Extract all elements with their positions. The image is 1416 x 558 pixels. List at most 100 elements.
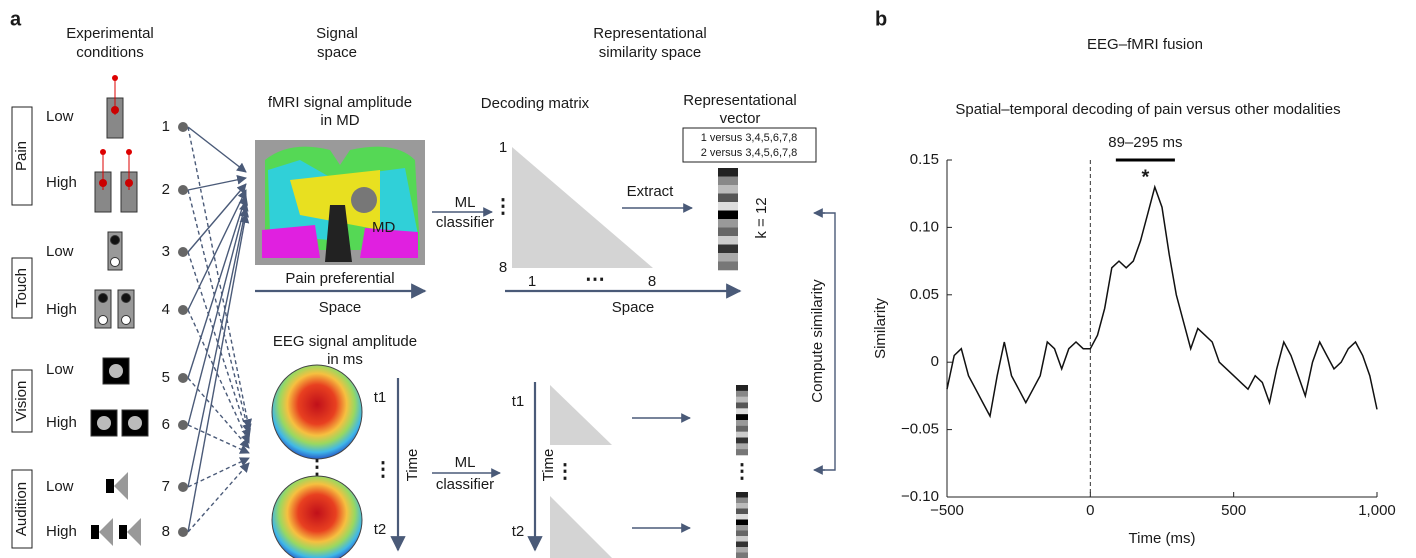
vector-cell [736,385,748,392]
vector-cell [736,437,748,444]
vector-row: 1 versus 3,4,5,6,7,8 [701,132,798,144]
eeg-title: in ms [327,351,363,368]
vector [718,168,738,271]
arrow [187,207,250,488]
arrow [187,201,249,426]
vector-title: Representational [683,92,796,109]
y-tick-label: −0.10 [901,488,939,505]
arrow [187,309,250,444]
modality-label: Audition [13,482,30,536]
node [178,305,188,315]
arrow [187,195,248,379]
node-label: 2 [162,181,170,198]
modality-box [11,257,33,319]
matrix-tick: 1 [528,273,536,290]
vector-cell [736,552,748,558]
classifier-label: ML [455,454,476,471]
fmri-title: in MD [320,112,359,129]
vector-cell [736,541,748,548]
classifier-label: classifier [436,476,494,493]
eeg-topomap [271,475,363,558]
modality-box [11,106,33,206]
panel-b: b EEG–fMRI fusion Spatial–temporal decodin… [872,8,1396,547]
vector-cell [718,168,738,177]
chart-title: EEG–fMRI fusion [1087,36,1203,53]
vector-cell [736,503,748,509]
vector-cell [718,219,738,228]
node [178,420,188,430]
time-tick: t2 [374,521,387,538]
vector-cell [718,193,738,203]
decoding-matrix [550,496,612,558]
node-label: 7 [162,478,170,495]
arrow [187,457,250,488]
modality-box [11,369,33,433]
header: Experimental [66,25,154,42]
header: Representational [593,25,706,42]
vector-cell [736,402,748,409]
matrix-tick: ⋯ [585,268,605,290]
x-tick-label: −500 [930,502,964,519]
k-label: k = 12 [753,197,770,238]
arrow [187,126,247,173]
vector-box [682,127,817,163]
arrow [187,189,247,311]
modality-label: Vision [13,381,30,422]
arrow-label: Compute similarity [809,279,826,403]
vector-cell [736,530,748,537]
vector-cell [718,202,738,211]
conditions: Pain Low High Touch Low High Vision Low High Audi… [11,106,253,549]
vector-cell [718,210,738,220]
matrix-tick: 1 [499,139,507,156]
level-label: High [46,414,77,431]
ellipsis: ⋮ [555,460,575,482]
arrow-label: Space [612,299,655,316]
y-tick-label: −0.05 [901,421,939,438]
vector-cell [736,514,748,520]
decoding-matrix [512,147,653,268]
arrow [187,462,250,533]
y-axis-label: Similarity [872,298,889,359]
time-tick: t2 [512,523,525,540]
node [178,247,188,257]
x-tick-label: 0 [1086,502,1094,519]
stimulus-icons [90,75,149,546]
node [178,185,188,195]
vector-row: 2 versus 3,4,5,6,7,8 [701,147,798,159]
vector-cell [718,236,738,245]
decoding-matrix [550,385,612,445]
arrow [187,213,250,533]
axis-label: Time [404,449,421,482]
y-tick-label: 0 [931,353,939,370]
fmri-title: fMRI signal amplitude [268,94,412,111]
ellipsis: ⋮ [732,460,752,482]
vector-cell [736,536,748,542]
modality-label: Pain [13,141,30,171]
axis-label: Time [540,449,557,482]
node-label: 6 [162,416,170,433]
node-label: 5 [162,369,170,386]
arrow [187,424,250,454]
data-line [946,184,1378,419]
y-tick-label: 0.10 [910,218,939,235]
node [178,122,188,132]
annotation: 89–295 ms [1108,134,1182,151]
vector-cell [736,508,748,515]
matrix-tick: 8 [499,259,507,276]
matrix-tick: 8 [648,273,656,290]
arrow [187,183,247,253]
vector-cell [736,492,748,498]
significance-marker: * [1141,166,1149,188]
panel-label: b [875,8,887,30]
node-label: 4 [162,301,170,318]
y-tick-label: 0.15 [910,151,939,168]
level-label: Low [46,243,74,260]
classifier-label: classifier [436,214,494,231]
vector-cell [736,443,748,450]
arrow-label: Pain preferential [285,270,394,287]
level-label: Low [46,108,74,125]
vector-cell [736,525,748,531]
vector-title: vector [720,110,761,127]
node-label: 1 [162,118,170,135]
